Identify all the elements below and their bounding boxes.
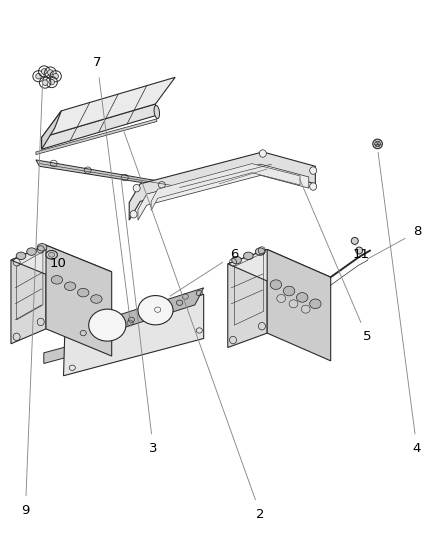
Ellipse shape bbox=[154, 106, 159, 118]
Polygon shape bbox=[42, 104, 155, 149]
Polygon shape bbox=[11, 245, 112, 287]
Polygon shape bbox=[64, 294, 204, 376]
Ellipse shape bbox=[374, 141, 380, 147]
Text: 4: 4 bbox=[378, 152, 421, 455]
Ellipse shape bbox=[244, 252, 253, 260]
Ellipse shape bbox=[42, 80, 48, 85]
Ellipse shape bbox=[64, 282, 76, 290]
Text: 8: 8 bbox=[367, 225, 421, 259]
Ellipse shape bbox=[270, 280, 282, 289]
Ellipse shape bbox=[277, 294, 286, 303]
Polygon shape bbox=[228, 249, 331, 292]
Text: 7: 7 bbox=[93, 56, 131, 326]
Polygon shape bbox=[42, 77, 175, 138]
Polygon shape bbox=[129, 152, 315, 220]
Ellipse shape bbox=[133, 184, 140, 192]
Ellipse shape bbox=[88, 309, 126, 341]
Ellipse shape bbox=[41, 69, 47, 74]
Polygon shape bbox=[36, 160, 184, 189]
Polygon shape bbox=[11, 245, 46, 344]
Ellipse shape bbox=[255, 248, 265, 255]
Ellipse shape bbox=[51, 276, 63, 284]
Ellipse shape bbox=[232, 256, 241, 264]
Text: 10: 10 bbox=[49, 257, 66, 270]
Polygon shape bbox=[42, 111, 61, 149]
Polygon shape bbox=[228, 249, 267, 348]
Text: 3: 3 bbox=[121, 177, 158, 455]
Ellipse shape bbox=[49, 79, 54, 85]
Ellipse shape bbox=[37, 244, 47, 251]
Ellipse shape bbox=[27, 248, 36, 255]
Polygon shape bbox=[36, 119, 157, 155]
Ellipse shape bbox=[35, 74, 41, 79]
Ellipse shape bbox=[351, 238, 358, 244]
Ellipse shape bbox=[130, 211, 137, 218]
Ellipse shape bbox=[310, 299, 321, 309]
Text: 2: 2 bbox=[124, 132, 265, 521]
Polygon shape bbox=[46, 245, 112, 356]
Polygon shape bbox=[267, 249, 331, 361]
Ellipse shape bbox=[283, 286, 295, 296]
Polygon shape bbox=[112, 288, 204, 332]
Text: 11: 11 bbox=[353, 245, 370, 261]
Text: 6: 6 bbox=[170, 248, 239, 296]
Ellipse shape bbox=[259, 150, 266, 157]
Ellipse shape bbox=[78, 288, 89, 297]
Ellipse shape bbox=[310, 183, 317, 190]
Ellipse shape bbox=[356, 247, 363, 254]
Ellipse shape bbox=[310, 167, 317, 174]
Ellipse shape bbox=[49, 253, 55, 257]
Ellipse shape bbox=[297, 293, 308, 302]
Ellipse shape bbox=[16, 252, 26, 260]
Ellipse shape bbox=[373, 139, 382, 149]
Ellipse shape bbox=[53, 74, 58, 79]
Ellipse shape bbox=[289, 300, 298, 308]
Polygon shape bbox=[138, 164, 309, 220]
Text: 9: 9 bbox=[21, 78, 43, 517]
Polygon shape bbox=[151, 164, 300, 211]
Ellipse shape bbox=[47, 70, 53, 75]
Ellipse shape bbox=[91, 295, 102, 303]
Ellipse shape bbox=[301, 305, 310, 313]
Ellipse shape bbox=[138, 295, 173, 325]
Text: 5: 5 bbox=[300, 179, 371, 343]
Polygon shape bbox=[44, 316, 182, 364]
Ellipse shape bbox=[46, 251, 57, 259]
